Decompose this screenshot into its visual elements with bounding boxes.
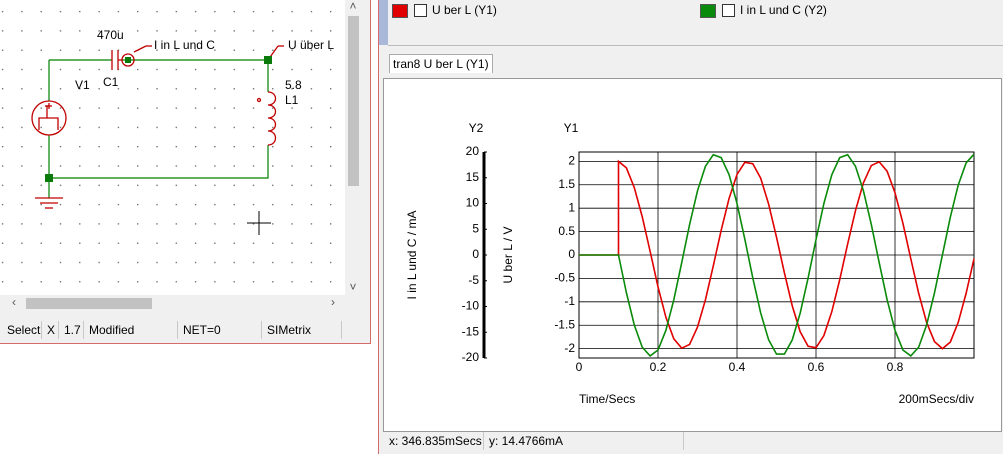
status: SIMetrix bbox=[262, 321, 342, 339]
checkbox[interactable] bbox=[414, 4, 427, 17]
status: X bbox=[42, 321, 59, 339]
y-tick-label: -0.5 bbox=[554, 271, 575, 285]
y-tick-label: -2 bbox=[564, 341, 575, 355]
y2-tick-label: -20 bbox=[462, 350, 480, 364]
chart: 21.510.50-0.5-1-1.5-20 0.2 0.4 0.6 0.8201510… bbox=[383, 78, 1002, 432]
y-tick-label: -1.5 bbox=[554, 317, 575, 331]
y-tick-label: 2 bbox=[568, 154, 575, 168]
checkbox[interactable] bbox=[722, 4, 735, 17]
y-tick-label: 0 bbox=[568, 247, 575, 261]
status: Select bbox=[2, 321, 42, 339]
legend-swatch[interactable] bbox=[392, 4, 408, 18]
status: x: 346.835mSecs bbox=[384, 432, 484, 450]
y2-tick-label: -15 bbox=[462, 324, 480, 338]
label: U über L bbox=[288, 38, 334, 52]
label: V1 bbox=[75, 78, 90, 92]
y-tick-label: 1 bbox=[568, 200, 575, 214]
y-tick-label: -1 bbox=[564, 294, 575, 308]
status: 1.7 bbox=[59, 321, 84, 339]
y2-tick-label: 5 bbox=[472, 221, 479, 235]
y2-tick-label: 20 bbox=[466, 144, 480, 158]
axis-name: Y2 bbox=[469, 121, 484, 135]
y2-tick-label: -5 bbox=[468, 273, 479, 287]
label: 5.8 bbox=[285, 78, 302, 92]
y2-tick-label: 15 bbox=[466, 170, 480, 184]
svg-text:˅: ˅ bbox=[349, 280, 356, 294]
axis-name: Y1 bbox=[564, 121, 579, 135]
legend: U ber L (Y1) I in L und C (Y2) bbox=[388, 0, 1003, 46]
status-bar: Select X 1.7 Modified NET=0 SIMetrix bbox=[0, 321, 370, 339]
series-line bbox=[579, 153, 975, 357]
y2-tick-label: 10 bbox=[466, 196, 480, 210]
label: L1 bbox=[285, 93, 299, 107]
x-tick-label: 0.4 bbox=[729, 360, 746, 374]
y2-tick-label: -10 bbox=[462, 299, 480, 313]
x-tick-label: 0.2 bbox=[650, 360, 667, 374]
svg-text:˄: ˄ bbox=[349, 0, 356, 13]
status: y: 14.4766mA bbox=[484, 432, 684, 450]
label: 470u bbox=[97, 28, 124, 42]
x-tick-label: 0 bbox=[576, 360, 583, 374]
x-axis-title: Time/Secs bbox=[579, 392, 635, 406]
y-axis-title: U ber L / V bbox=[501, 227, 515, 284]
svg-text:‹: ‹ bbox=[12, 295, 16, 309]
tab[interactable]: tran8 U ber L (Y1) bbox=[389, 54, 493, 73]
y2-tick-label: 0 bbox=[472, 247, 479, 261]
svg-text:›: › bbox=[331, 295, 335, 309]
y-tick-label: 1.5 bbox=[558, 177, 575, 191]
legend-label: I in L und C (Y2) bbox=[740, 3, 827, 17]
x-tick-label: 0.6 bbox=[808, 360, 825, 374]
legend-label: U ber L (Y1) bbox=[432, 3, 497, 17]
series-line bbox=[579, 159, 975, 350]
legend-swatch[interactable] bbox=[700, 4, 716, 18]
schematic: 470u C1 I in L und C U über L V1 5.8 L1 … bbox=[0, 0, 362, 312]
schematic-window: 470u C1 I in L und C U über L V1 5.8 L1 … bbox=[0, 0, 371, 344]
status-bar: x: 346.835mSecs y: 14.4766mA bbox=[384, 431, 1003, 451]
label: C1 bbox=[103, 75, 119, 89]
status: Modified bbox=[84, 321, 178, 339]
status: NET=0 bbox=[178, 321, 262, 339]
y2-axis-title: I in L und C / mA bbox=[405, 211, 419, 300]
label: I in L und C bbox=[154, 38, 215, 52]
y-tick-label: 0.5 bbox=[558, 224, 575, 238]
x-tick-label: 0.8 bbox=[887, 360, 904, 374]
x-scale-label: 200mSecs/div bbox=[899, 392, 974, 406]
strip bbox=[379, 0, 388, 45]
